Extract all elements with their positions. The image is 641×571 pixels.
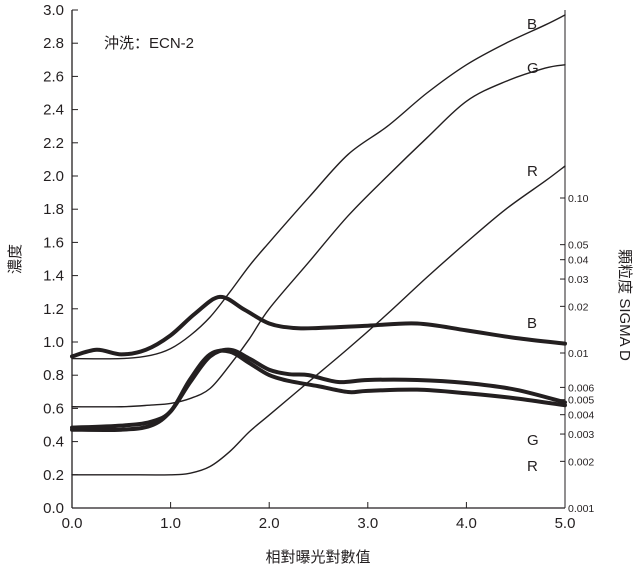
label-g-granularity: G <box>527 432 539 449</box>
x-axis-label: 相對曝光對數值 <box>265 549 370 566</box>
y-tick-label: 2.8 <box>43 35 64 52</box>
y2-tick-label: 0.002 <box>568 456 594 468</box>
x-ticks: 0.0 1.0 2.0 3.0 4.0 5.0 <box>62 502 576 532</box>
y-tick-label: 2.4 <box>43 102 64 119</box>
x-tick-label: 3.0 <box>357 515 378 532</box>
y-tick-label: 0.2 <box>43 467 64 484</box>
y-tick-label: 0.4 <box>43 434 64 451</box>
series-r-density <box>71 165 566 476</box>
x-tick-label: 0.0 <box>62 515 83 532</box>
series-b-granularity <box>70 294 567 359</box>
y-tick-label: 2.6 <box>43 68 64 85</box>
label-r-density: R <box>527 163 538 180</box>
x-tick-label: 4.0 <box>456 515 477 532</box>
x-tick-label: 2.0 <box>259 515 280 532</box>
annotation: 沖洗：ECN-2 <box>104 35 194 52</box>
y2-tick-label: 0.01 <box>568 348 589 360</box>
y-tick-label: 1.6 <box>43 234 64 251</box>
y2-tick-label: 0.006 <box>568 382 594 394</box>
y2-tick-label: 0.05 <box>568 240 589 252</box>
y-ticks: 0.0 0.2 0.4 0.6 0.8 1.0 1.2 1.4 1.6 1.8 2.0 2.2 2.4 2… <box>43 2 78 517</box>
series-r-granularity <box>70 348 567 430</box>
y2-tick-label: 0.001 <box>568 503 594 515</box>
axes <box>71 10 566 509</box>
label-g-density: G <box>527 60 539 77</box>
y2-tick-label: 0.03 <box>568 274 589 286</box>
y2-tick-label: 0.004 <box>568 410 594 422</box>
y-tick-label: 0.6 <box>43 400 64 417</box>
label-b-granularity: B <box>527 315 537 332</box>
x-tick-label: 1.0 <box>160 515 181 532</box>
series-b-density <box>71 14 566 360</box>
y-tick-label: 2.2 <box>43 135 64 152</box>
y2-tick-label: 0.005 <box>568 395 594 407</box>
y-tick-label: 1.2 <box>43 301 64 318</box>
label-b-density: B <box>527 16 537 33</box>
y-tick-label: 3.0 <box>43 2 64 19</box>
y-tick-label: 1.4 <box>43 268 64 285</box>
y2-axis-label: 顆粒度 SIGMA D <box>616 249 633 361</box>
y2-tick-label: 0.10 <box>568 193 589 205</box>
label-r-granularity: R <box>527 458 538 475</box>
y-tick-label: 2.0 <box>43 168 64 185</box>
y-tick-label: 0.0 <box>43 500 64 517</box>
y2-tick-label: 0.02 <box>568 301 589 313</box>
series-g-granularity <box>70 347 567 432</box>
series-g-density <box>71 64 566 408</box>
y2-tick-label: 0.04 <box>568 255 589 267</box>
series-lines <box>70 14 567 476</box>
y-tick-label: 1.8 <box>43 201 64 218</box>
y-tick-label: 0.8 <box>43 367 64 384</box>
x-tick-label: 5.0 <box>555 515 576 532</box>
y-tick-label: 1.0 <box>43 334 64 351</box>
y-axis-label: 濃度 <box>7 244 24 274</box>
y2-tick-label: 0.003 <box>568 429 594 441</box>
